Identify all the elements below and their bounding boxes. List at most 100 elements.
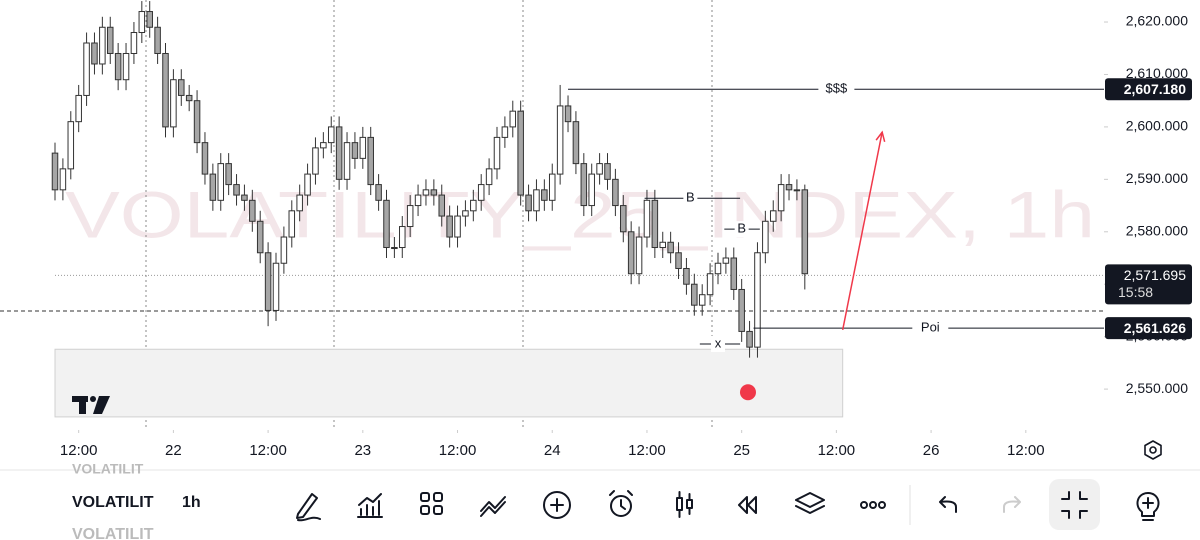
- candle-body: [312, 147, 319, 175]
- y-tick-label: 2,580.000: [1126, 222, 1188, 238]
- level-text: $$$: [826, 81, 848, 96]
- candle-body: [114, 52, 122, 81]
- candle-body: [659, 241, 667, 249]
- annotation-bg: [683, 190, 698, 207]
- ideas-icon[interactable]: [1136, 492, 1160, 521]
- current-price-label: 2,571.695: [1124, 267, 1186, 283]
- candle-body: [162, 52, 169, 128]
- candle-body: [604, 163, 611, 180]
- candle-body: [146, 11, 153, 28]
- x-tick-label: 23: [354, 442, 371, 459]
- candle-body: [683, 267, 690, 285]
- candle-body: [296, 194, 303, 212]
- replay-icon[interactable]: [738, 496, 757, 514]
- bars-icon[interactable]: [676, 491, 693, 518]
- candle-body: [422, 189, 430, 196]
- more-icon[interactable]: [860, 501, 886, 509]
- candle-body: [51, 152, 59, 191]
- candle-body: [217, 163, 225, 201]
- x-tick-label: 25: [733, 442, 750, 459]
- candle-body: [620, 205, 627, 233]
- candle-body: [596, 163, 603, 175]
- candle-body: [335, 126, 343, 180]
- layers-icon[interactable]: [795, 492, 825, 514]
- candle-body: [580, 163, 588, 207]
- level-text: Poi: [921, 320, 940, 335]
- candle-body: [154, 26, 161, 54]
- candle-body: [777, 184, 785, 212]
- candle-body: [572, 121, 580, 165]
- candle-body: [762, 220, 769, 254]
- candle-body: [501, 126, 509, 138]
- countdown: 15:58: [1118, 284, 1153, 300]
- interval[interactable]: 1h: [182, 494, 201, 511]
- price-label: 2,607.180: [1124, 81, 1186, 97]
- candle-body: [477, 184, 485, 201]
- candle-body: [651, 199, 659, 249]
- candle-body: [256, 220, 264, 254]
- symbol-prev[interactable]: VOLATILIT: [72, 461, 144, 477]
- candle-body: [320, 142, 327, 149]
- arrow: [841, 131, 883, 330]
- x-tick-label: 22: [165, 442, 182, 459]
- candle-body: [493, 136, 501, 170]
- y-tick-label: 2,590.000: [1126, 170, 1188, 186]
- x-tick-label: 26: [923, 442, 940, 459]
- candle-body: [746, 330, 753, 348]
- candle-body: [612, 178, 619, 207]
- indicators-icon[interactable]: [357, 493, 383, 518]
- layout-icon[interactable]: [420, 492, 443, 515]
- zone: [54, 348, 844, 418]
- candle-body: [446, 215, 453, 238]
- candle-body: [138, 11, 146, 34]
- candle-body: [548, 173, 556, 201]
- x-tick-label: 12:00: [249, 442, 287, 459]
- x-tick-label: 12:00: [1007, 442, 1045, 459]
- logo-part: [90, 396, 96, 402]
- settings-icon-center: [1149, 446, 1157, 454]
- add-icon[interactable]: [543, 491, 571, 519]
- x-tick-label: 12:00: [628, 442, 666, 459]
- candle-body: [698, 294, 706, 306]
- candle-body: [351, 142, 359, 159]
- redo-icon[interactable]: [1003, 496, 1021, 513]
- session-lines: [145, 0, 713, 430]
- annotation-bg: [710, 336, 725, 352]
- candle-body: [75, 94, 82, 123]
- candle-body: [59, 168, 67, 191]
- draw-icon[interactable]: [296, 493, 321, 522]
- collapse-icon: [1061, 491, 1088, 519]
- candle-body: [83, 42, 90, 96]
- candle-body: [280, 236, 288, 264]
- tv-logo: [72, 396, 110, 414]
- candle-body: [288, 210, 296, 238]
- compare-icon[interactable]: [480, 496, 506, 517]
- toolbar-icons: [296, 479, 1160, 530]
- x-tick-label: 12:00: [818, 442, 856, 459]
- candle-body: [754, 252, 761, 348]
- candle-body: [627, 231, 635, 275]
- candle-body: [178, 79, 185, 96]
- symbol[interactable]: VOLATILIT: [72, 494, 154, 511]
- candle-body: [241, 194, 248, 201]
- logo-part: [93, 396, 110, 414]
- annotation-bg: [734, 221, 749, 238]
- candle-body: [343, 142, 351, 180]
- candle-body: [185, 94, 193, 102]
- fullscreen-button[interactable]: [1049, 479, 1100, 530]
- alert-icon[interactable]: [609, 490, 633, 517]
- candle-body: [541, 189, 548, 201]
- candle-body: [485, 168, 493, 186]
- settings-icon[interactable]: [1144, 440, 1162, 460]
- candle-body: [588, 173, 595, 207]
- candle-body: [383, 199, 390, 249]
- candle-body: [367, 136, 374, 186]
- undo-icon[interactable]: [939, 496, 957, 513]
- symbol-next[interactable]: VOLATILIT: [72, 526, 154, 540]
- logo-part: [79, 396, 86, 414]
- annotation-text: x: [715, 335, 722, 350]
- candle-body: [430, 189, 438, 196]
- candle-body: [399, 226, 406, 249]
- candle-body: [233, 184, 240, 196]
- candle-body: [462, 210, 469, 217]
